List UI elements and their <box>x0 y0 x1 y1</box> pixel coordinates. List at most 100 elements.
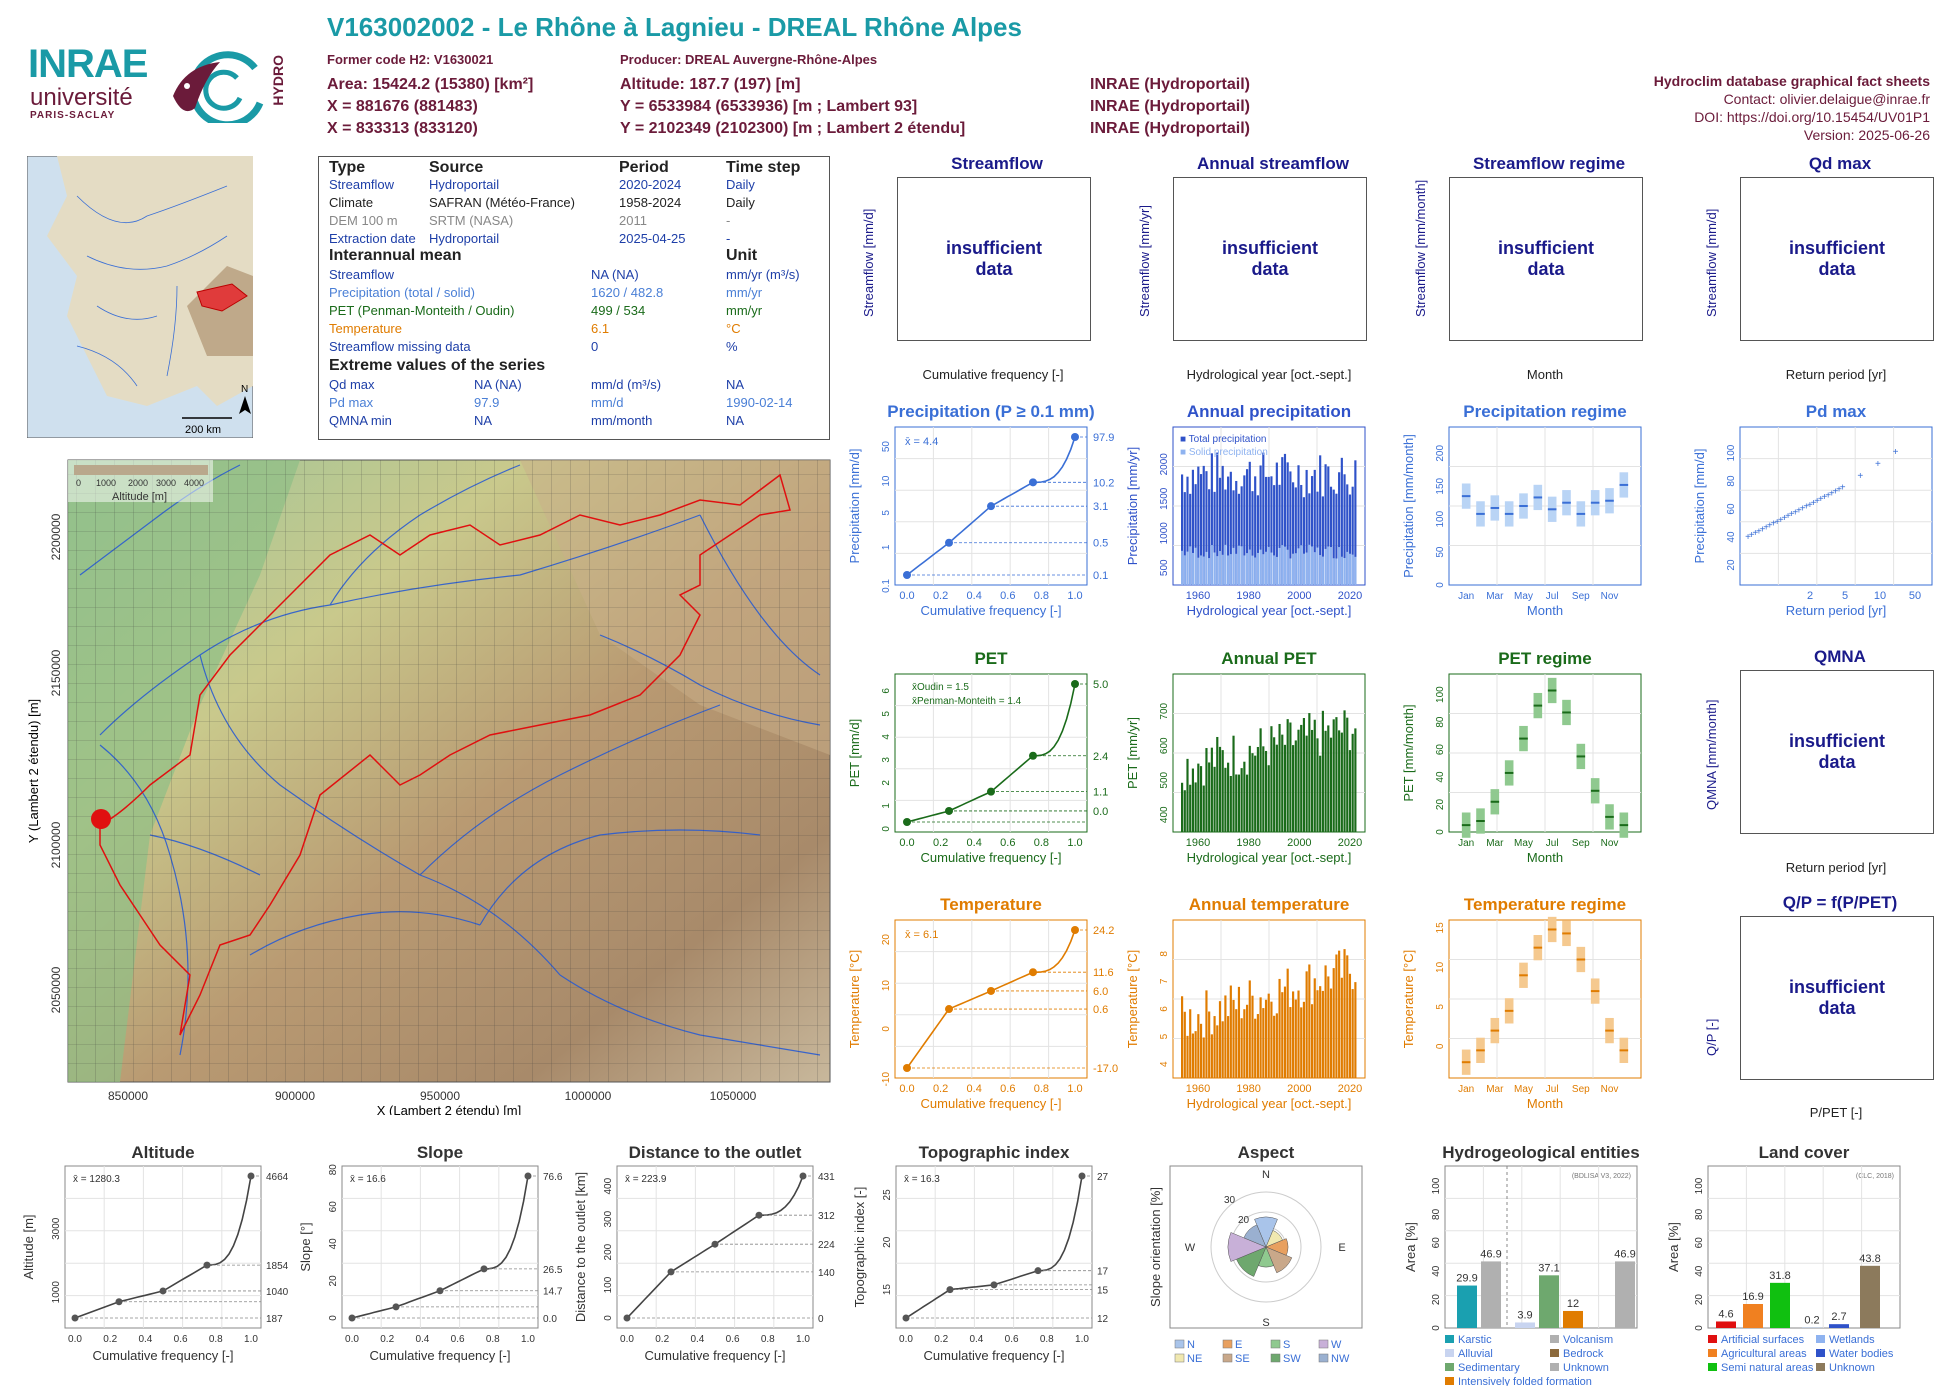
annual-temp-bar <box>1216 1025 1219 1078</box>
aspect-legend-swatch <box>1174 1339 1185 1349</box>
pet-regime-ytick: 20 <box>1435 799 1446 811</box>
extreme-name: Qd max <box>329 377 375 392</box>
annual-pet-bar <box>1340 732 1343 832</box>
annual-temp-bar <box>1237 986 1241 1078</box>
panel-title-streamflow: Streamflow <box>951 154 1043 173</box>
landcover-bar <box>1860 1265 1880 1328</box>
annual-precip-bar2 <box>1273 555 1276 585</box>
annual-precip-bar <box>1264 476 1268 585</box>
annual-pet-bar <box>1181 782 1184 832</box>
annual-precip-bar2 <box>1313 552 1316 585</box>
annual-precip-bar2 <box>1262 554 1265 585</box>
pet-cdf-ytick: 1 <box>881 803 892 809</box>
annual-temp-bar <box>1210 1034 1213 1078</box>
legend-tick-4: 4000 <box>184 478 204 488</box>
annual-precip-bar2 <box>1254 557 1257 585</box>
temp-regime-xlabel: Month <box>1527 1096 1563 1111</box>
pd-max-point: + <box>1857 471 1863 482</box>
pd-max-point: + <box>1825 490 1831 501</box>
pet-cdf-ytick: 5 <box>881 711 892 717</box>
hydrogeo-bar <box>1481 1261 1501 1328</box>
annual-temp-title: Annual temperature <box>1189 895 1350 914</box>
outlet-marker <box>91 809 111 829</box>
landcover-bar-label: 2.7 <box>1831 1311 1846 1323</box>
temp-cdf-xtick: 0.2 <box>933 1083 948 1095</box>
annual-precip-bar2 <box>1316 547 1319 585</box>
annual-temp-ylabel: Temperature [°C] <box>1125 950 1140 1048</box>
pd-max-point: + <box>1836 485 1842 496</box>
pet-regime-ytick: 100 <box>1435 686 1446 703</box>
temp-cdf-point <box>987 986 995 995</box>
annual-precip-bar2 <box>1310 546 1314 585</box>
aspect-dir-n: N <box>1262 1169 1270 1181</box>
annual-temp-bar <box>1183 1011 1186 1078</box>
page-title: V163002002 - Le Rhône à Lagnieu - DREAL … <box>327 12 1022 42</box>
legend-tick-3: 3000 <box>156 478 176 488</box>
hydrogeo-bar <box>1539 1275 1559 1328</box>
annual-pet-bar <box>1329 737 1333 832</box>
temp-regime-ytick: 5 <box>1435 1004 1446 1010</box>
source-2: INRAE (Hydroportail) <box>1090 98 1250 115</box>
extreme-unit: mm/d (m³/s) <box>591 377 662 392</box>
legend-tick-1: 1000 <box>96 478 116 488</box>
pd-max-point: + <box>1893 447 1899 458</box>
altitude-point <box>203 1261 211 1269</box>
annual-pet-bar <box>1313 719 1316 832</box>
annual-pet-bar <box>1319 755 1322 832</box>
annual-pet-xtick: 2020 <box>1338 837 1362 849</box>
annual-temp-bar <box>1245 1004 1249 1078</box>
annual-pet-bar <box>1308 713 1311 832</box>
aspect-ring-label: 20 <box>1238 1215 1250 1226</box>
aspect-legend-swatch <box>1174 1353 1185 1363</box>
precip-regime-ytick: 50 <box>1435 546 1446 558</box>
annual-temp-bar <box>1308 964 1311 1078</box>
annual-temp-bar <box>1240 1018 1243 1078</box>
temp-cdf-ytick: 20 <box>881 934 892 946</box>
annual-precip-bar2 <box>1343 558 1346 585</box>
annual-temp-bar <box>1310 1004 1314 1078</box>
annual-precip-bar <box>1335 493 1338 585</box>
annual-pet-bar <box>1262 746 1265 832</box>
topo-xlabel: Cumulative frequency [-] <box>924 1348 1065 1363</box>
topo-xtick: 0.2 <box>934 1334 948 1345</box>
precip-regime-ylabel: Precipitation [mm/month] <box>1401 434 1416 578</box>
annual-temp-bar <box>1259 997 1262 1078</box>
annual-temp-bar <box>1313 978 1316 1078</box>
annual-precip-bar2 <box>1294 553 1297 585</box>
precip-cdf-point <box>987 502 995 511</box>
landcover-legend-swatch <box>1708 1335 1717 1343</box>
annual-pet-bar <box>1216 736 1219 832</box>
annual-precip-bar2 <box>1338 547 1341 585</box>
temp-regime-month: Sep <box>1572 1084 1590 1095</box>
fact-sheet-info: Hydroclim database graphical fact sheets… <box>1654 72 1930 144</box>
annual-temp-bar <box>1346 955 1349 1078</box>
pet-regime-month: Sep <box>1572 838 1590 849</box>
hydrogeo-legend-swatch <box>1550 1349 1559 1357</box>
altitude-right-label: 4664 <box>266 1172 289 1183</box>
annual-precip-bar2 <box>1267 546 1270 585</box>
slope-ytick: 80 <box>328 1164 339 1176</box>
landcover-ylabel: Area [%] <box>1666 1222 1681 1272</box>
distance-xtick: 0.6 <box>726 1334 740 1345</box>
aspect-ring-label: 30 <box>1224 1195 1236 1206</box>
mean-value: 6.1 <box>591 321 610 336</box>
pet-regime-ytick: 0 <box>1435 829 1446 835</box>
hydrogeo-legend-label: Alluvial <box>1458 1348 1493 1360</box>
annual-pet-bar <box>1278 723 1281 832</box>
pet-cdf-right-label: 1.1 <box>1093 787 1108 799</box>
distance-right-label: 224 <box>818 1240 835 1251</box>
pet-cdf-point <box>903 818 911 826</box>
annual-precip-bar2 <box>1264 551 1268 585</box>
temp-cdf-right-label: 24.2 <box>1093 925 1114 937</box>
distance-xtick: 0.8 <box>761 1334 775 1345</box>
info-type: Climate <box>329 195 374 210</box>
hydrogeo-note: (BDLISA V3, 2022) <box>1572 1173 1631 1180</box>
hydrogeo-bar-label: 29.9 <box>1456 1273 1477 1285</box>
pd-max-xtick: 5 <box>1842 590 1848 602</box>
temp-cdf-mean-label: x̄ = 6.1 <box>905 929 938 941</box>
topo-xtick: 0.0 <box>899 1334 913 1345</box>
aspect-sector <box>1265 1246 1293 1274</box>
pet-cdf-title: PET <box>974 649 1008 668</box>
annual-precip-bar2 <box>1354 556 1357 585</box>
annual-precip-bar <box>1202 465 1205 585</box>
